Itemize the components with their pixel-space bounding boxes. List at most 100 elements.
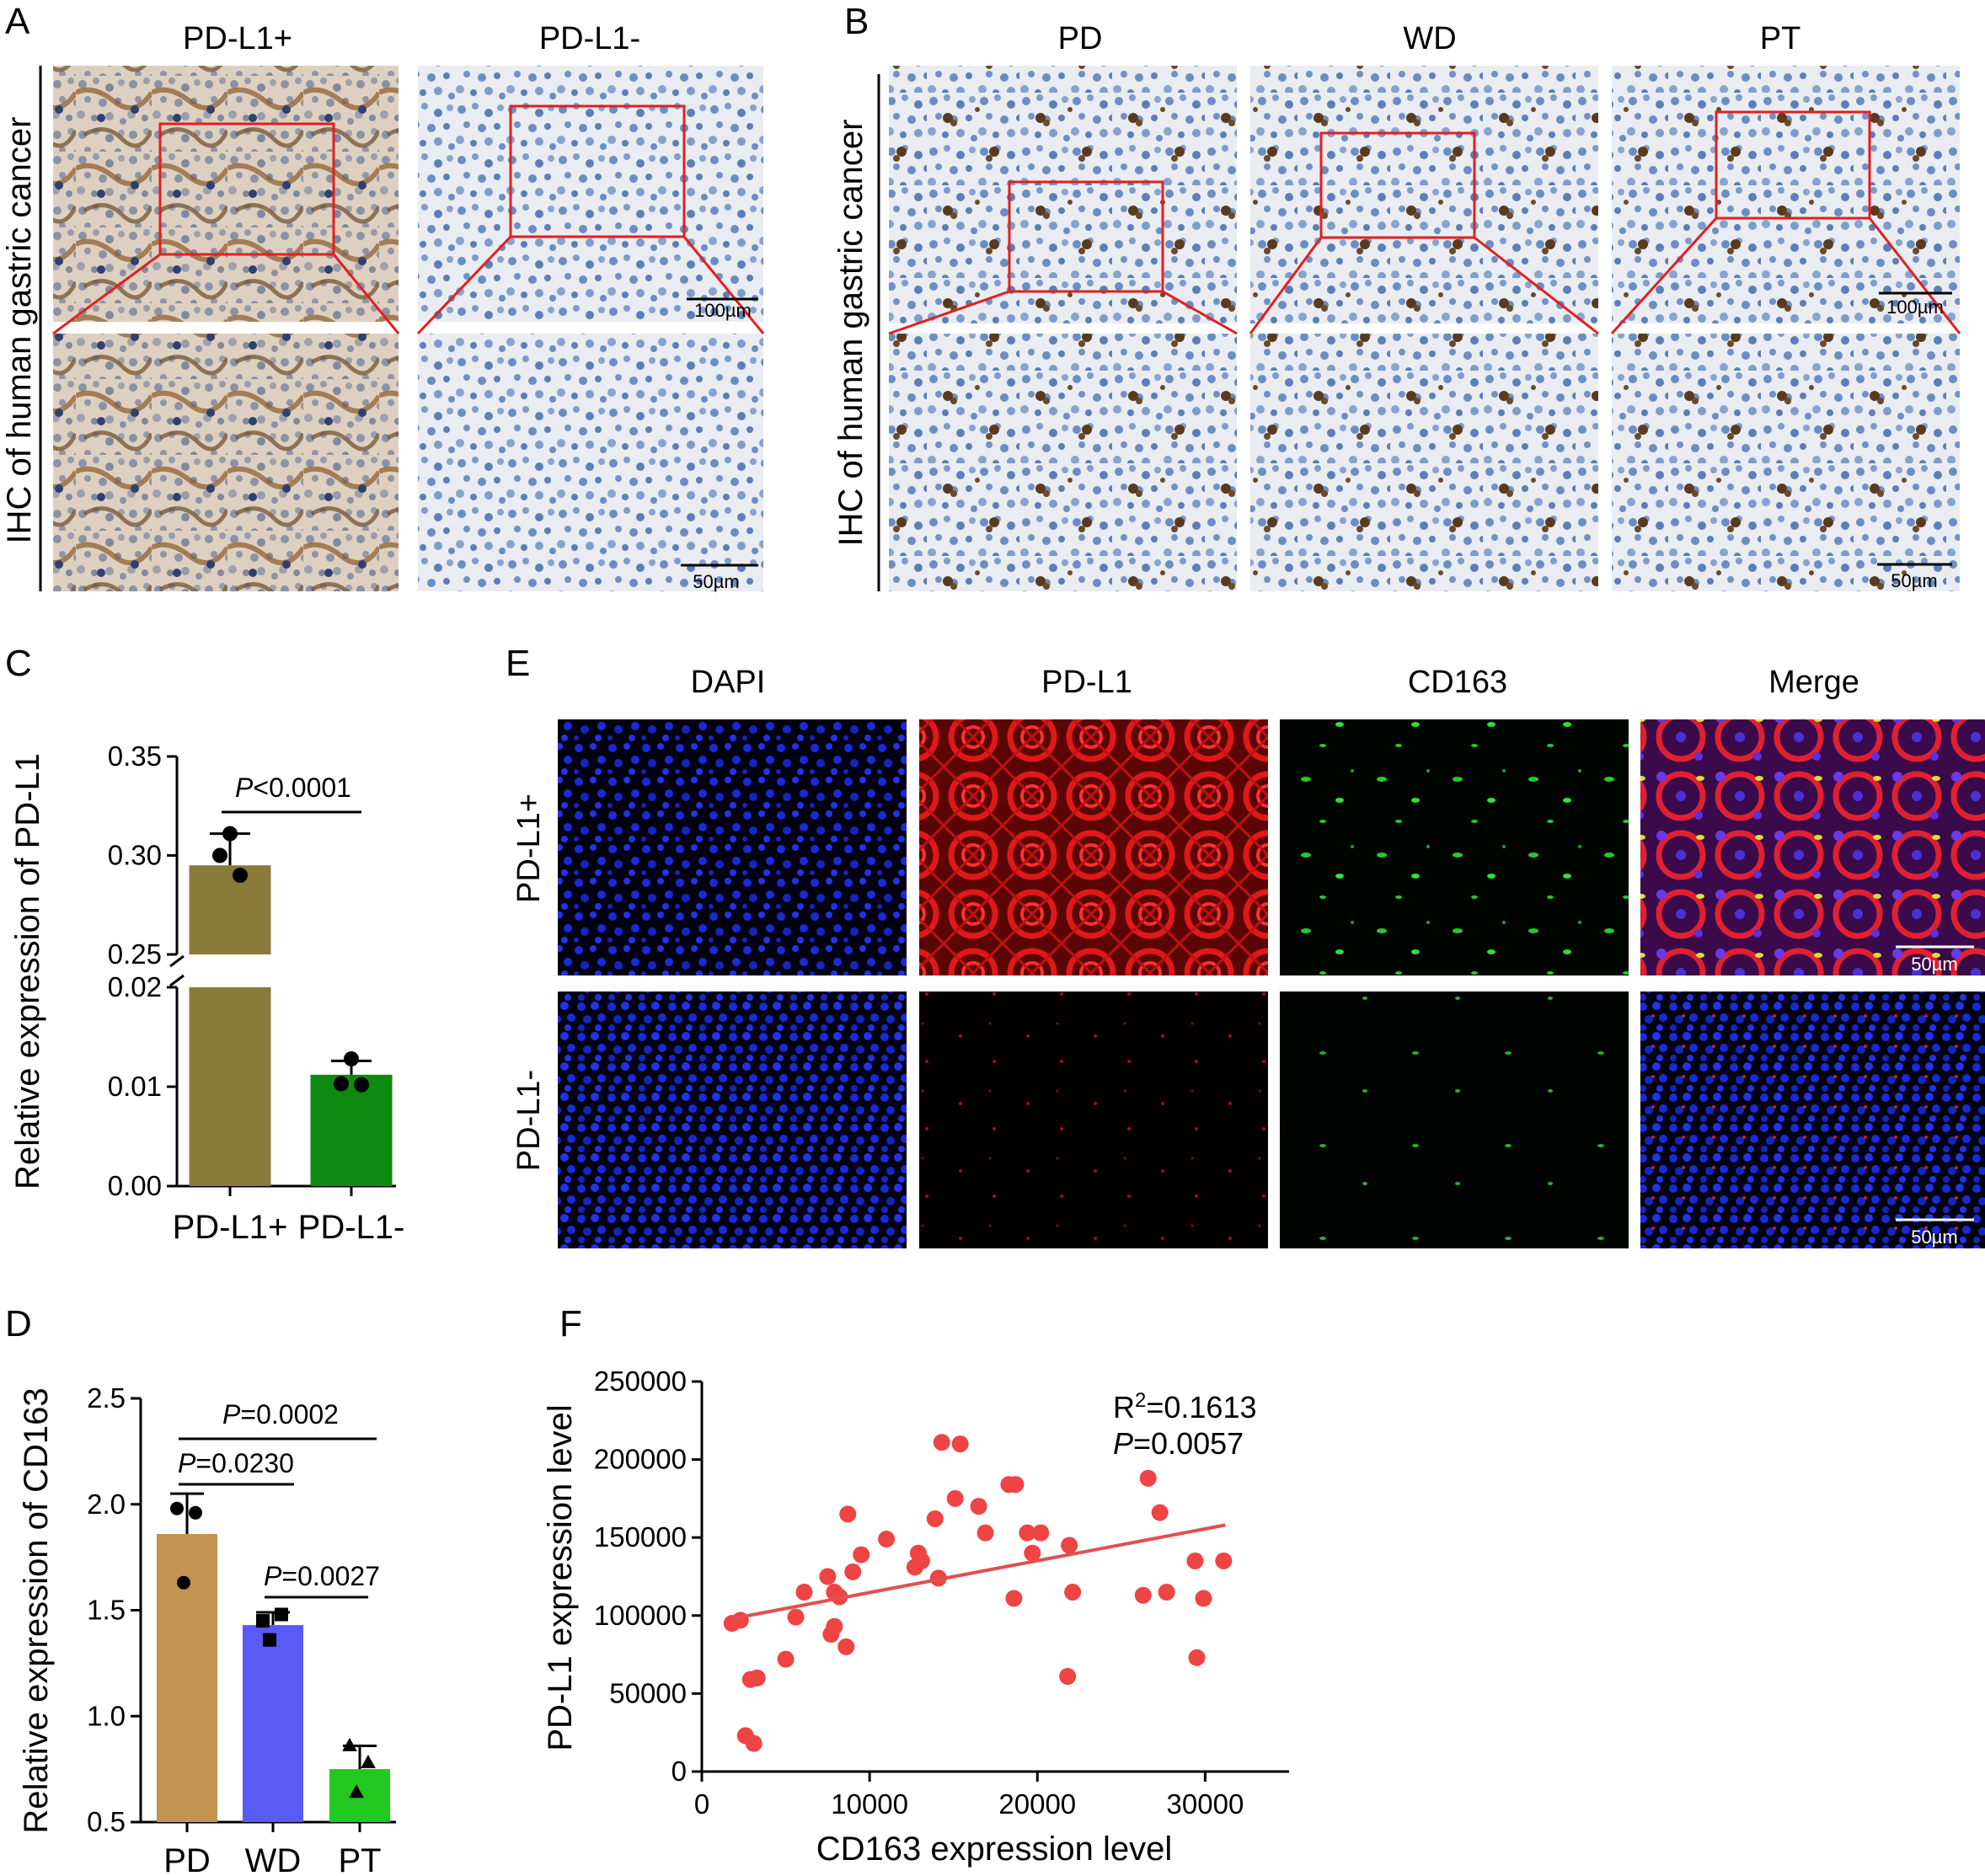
scatter-point: [745, 1734, 762, 1752]
scale-label-b-top: 100µm: [1886, 297, 1944, 318]
y-tick-label: 0.25: [108, 938, 162, 970]
y-tick-label: 0.35: [108, 740, 162, 772]
bar: [243, 1625, 303, 1822]
bar: [310, 1074, 393, 1186]
x-tick-label: 20000: [998, 1788, 1076, 1820]
scale-label-b-bottom: 50µm: [1891, 570, 1937, 591]
x-axis-title: CD163 expression level: [816, 1831, 1172, 1868]
scale-label-a-bottom: 50µm: [693, 571, 739, 592]
y-axis-title: Relative expression of PD-L1: [9, 753, 46, 1189]
y-axis-title: PD-L1 expression level: [542, 1404, 579, 1750]
data-point: [170, 1501, 184, 1515]
panel-b-col-title-pd: PD: [1058, 21, 1103, 56]
p-value-label: P<0.0001: [235, 772, 351, 803]
axis-break-mark: [169, 954, 185, 968]
if-image-cd163-pos: [1280, 719, 1629, 975]
chart-f: 0 50000 100000 150000 200000 250000 0 10000 2000…: [542, 1366, 1289, 1868]
data-point: [177, 1575, 190, 1590]
data-point: [361, 1754, 376, 1768]
y-tick-label: 0.01: [108, 1071, 162, 1102]
panel-letter-c: C: [5, 643, 32, 684]
data-point: [222, 826, 238, 842]
y-tick-label: 0.5: [87, 1806, 126, 1837]
zoom-line-b-pd-right: [1162, 290, 1238, 335]
scatter-point: [1024, 1544, 1041, 1562]
roi-box-b-pd: [1008, 180, 1164, 293]
scatter-point: [878, 1531, 896, 1548]
y-tick-label: 150000: [594, 1521, 687, 1553]
if-image-merge-neg: [1640, 991, 1985, 1248]
scatter-point: [1186, 1552, 1204, 1569]
roi-box-a-neg: [509, 104, 686, 238]
scatter-point: [819, 1568, 837, 1585]
r-squared-label: R2=0.1613: [1113, 1389, 1257, 1425]
p-value-label: P=0.0027: [264, 1561, 380, 1591]
ihc-image-b-pt-high: [1612, 334, 1960, 591]
zoom-line-a-neg-left: [416, 235, 512, 335]
y-tick-label: 0.02: [108, 971, 162, 1002]
panel-e-row-neg: PD-L1-: [511, 1070, 547, 1171]
axis-break-mark: [169, 974, 185, 987]
x-tick-label: 10000: [831, 1788, 908, 1820]
y-tick-label: 100000: [594, 1600, 687, 1631]
scatter-point: [777, 1650, 795, 1668]
y-tick-label: 2.5: [87, 1382, 126, 1414]
zoom-line-b-wd-left: [1249, 237, 1323, 334]
scale-label-a-top: 100µm: [694, 300, 752, 321]
x-tick-label: PD-L1+: [173, 1209, 288, 1246]
panel-e-col-merge: Merge: [1768, 665, 1859, 700]
panel-letter-b: B: [844, 1, 869, 42]
zoom-line-b-wd-right: [1474, 236, 1599, 335]
zoom-line-b-pd-left: [888, 290, 1010, 335]
y-tick-label: 200000: [594, 1444, 687, 1475]
panel-b-col-title-pt: PT: [1760, 21, 1801, 56]
if-image-dapi-pos: [558, 719, 907, 975]
data-point: [256, 1614, 270, 1628]
data-point: [263, 1633, 276, 1647]
scatter-point: [951, 1435, 969, 1453]
x-tick-label: WD: [245, 1842, 302, 1876]
y-tick-label: 0: [671, 1756, 687, 1787]
y-tick-label: 1.0: [87, 1700, 126, 1731]
ihc-image-b-pd-high: [889, 334, 1237, 591]
y-axis-title: Relative expression of CD163: [18, 1387, 55, 1833]
scatter-point: [1151, 1504, 1169, 1521]
panel-a-side-label: IHC of human gastric cancer: [1, 117, 38, 544]
scatter-point: [748, 1669, 766, 1686]
y-tick-label: 2.0: [87, 1489, 126, 1520]
x-tick-label: PD: [163, 1842, 211, 1876]
panel-b-side-label: IHC of human gastric cancer: [832, 120, 869, 547]
bar: [189, 987, 271, 1186]
scatter-point: [1188, 1649, 1206, 1666]
p-value-label: P=0.0230: [178, 1448, 294, 1478]
zoom-line-b-pt-left: [1610, 216, 1718, 335]
scatter-point: [970, 1498, 987, 1515]
scatter-point: [1032, 1524, 1050, 1542]
data-point: [189, 1505, 202, 1520]
ihc-image-b-pd-low: [889, 66, 1237, 323]
panel-letter-a: A: [5, 1, 30, 42]
if-image-merge-pos: [1640, 719, 1985, 975]
scatter-point: [853, 1546, 870, 1563]
zoom-line-a-pos-left: [52, 253, 161, 335]
ihc-image-a-neg-low: [418, 66, 763, 322]
scatter-point: [795, 1584, 813, 1601]
ihc-image-a-neg-high: [418, 334, 763, 591]
data-point: [275, 1607, 288, 1622]
chart-c: 0.25 0.30 0.35 0.00 0.01 0.02 PD-L1+ PD-L1- P<0.…: [9, 740, 404, 1246]
if-image-dapi-neg: [558, 991, 907, 1248]
scatter-point: [1158, 1584, 1175, 1601]
zoom-line-b-pt-right: [1868, 217, 1961, 334]
ihc-image-b-wd-high: [1250, 334, 1598, 591]
panel-a-col-title-neg: PD-L1-: [539, 21, 640, 56]
scatter-point: [926, 1510, 944, 1527]
scatter-point: [826, 1617, 843, 1635]
ihc-image-a-pos-high: [53, 334, 399, 591]
scatter-point: [1007, 1476, 1025, 1494]
y-tick-label: 0.30: [108, 840, 162, 871]
p-value-label: P=0.0057: [1113, 1426, 1244, 1461]
chart-d: 0.5 1.0 1.5 2.0 2.5 PD WD PT P=0.0002 P=0.0230 P=0…: [18, 1382, 396, 1876]
scatter-point: [1061, 1537, 1078, 1554]
panel-a-col-title-pos: PD-L1+: [183, 21, 292, 56]
